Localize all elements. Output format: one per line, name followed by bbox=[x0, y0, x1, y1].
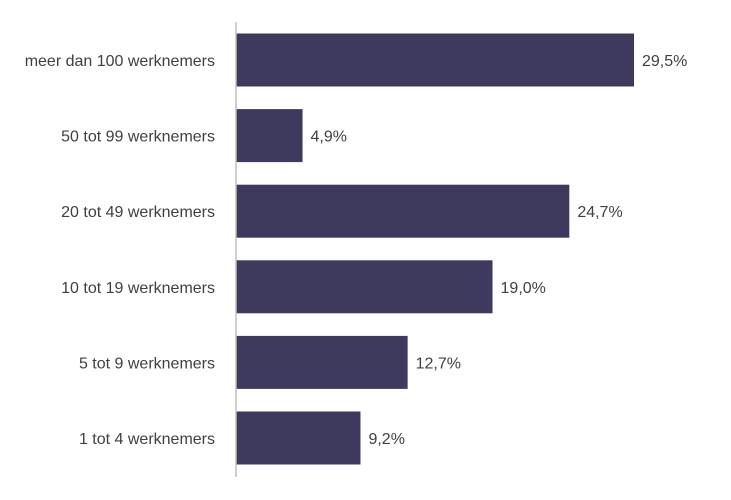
category-label: 20 tot 49 werknemers bbox=[61, 204, 215, 221]
bar bbox=[236, 260, 493, 314]
value-label: 29,5% bbox=[642, 53, 687, 70]
category-label: 10 tot 19 werknemers bbox=[61, 280, 215, 297]
value-label: 12,7% bbox=[416, 355, 461, 372]
category-label: 1 tot 4 werknemers bbox=[79, 431, 215, 448]
category-label: 5 tot 9 werknemers bbox=[79, 355, 215, 372]
value-label: 19,0% bbox=[501, 280, 546, 297]
bar bbox=[236, 184, 570, 238]
labels-layer: meer dan 100 werknemers 29,5% 50 tot 99 we… bbox=[25, 53, 688, 448]
category-label: meer dan 100 werknemers bbox=[25, 53, 215, 70]
value-label: 24,7% bbox=[577, 204, 622, 221]
bars-layer bbox=[236, 33, 634, 465]
bar bbox=[236, 411, 361, 465]
value-label: 4,9% bbox=[311, 129, 347, 146]
category-label: 50 tot 99 werknemers bbox=[61, 129, 215, 146]
bar bbox=[236, 109, 303, 163]
bar bbox=[236, 33, 634, 87]
bar bbox=[236, 335, 408, 389]
value-label: 9,2% bbox=[368, 431, 404, 448]
